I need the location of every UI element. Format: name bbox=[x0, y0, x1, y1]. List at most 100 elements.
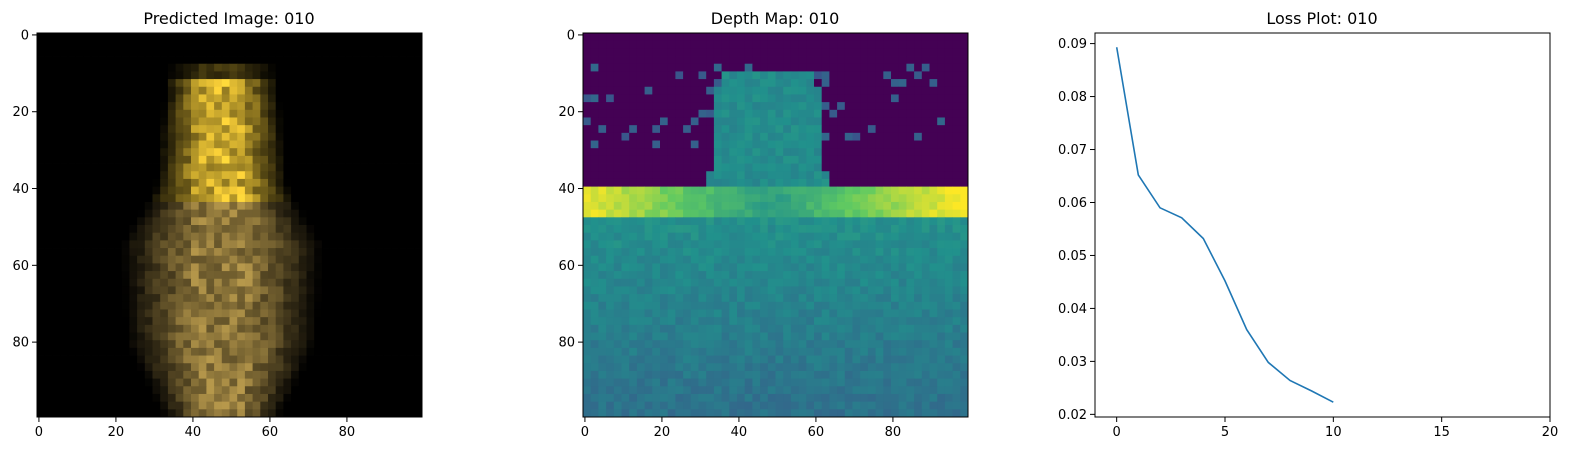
pixel bbox=[129, 263, 138, 272]
pixel bbox=[129, 186, 138, 195]
pixel bbox=[613, 201, 622, 211]
pixel bbox=[90, 217, 99, 226]
pixel bbox=[798, 178, 807, 187]
pixel bbox=[760, 48, 769, 57]
pixel bbox=[729, 94, 738, 103]
pixel bbox=[944, 155, 953, 164]
pixel bbox=[729, 301, 738, 310]
pixel bbox=[345, 125, 354, 134]
pixel bbox=[891, 209, 900, 218]
pixel bbox=[321, 248, 330, 257]
pixel bbox=[906, 194, 915, 203]
pixel bbox=[221, 56, 230, 65]
pixel bbox=[129, 71, 138, 80]
pixel bbox=[414, 378, 423, 387]
pixel bbox=[698, 294, 707, 303]
pixel bbox=[875, 248, 884, 257]
pixel bbox=[790, 347, 799, 356]
pixel bbox=[375, 186, 384, 195]
pixel bbox=[891, 109, 900, 118]
pixel bbox=[752, 271, 761, 280]
pixel bbox=[644, 340, 653, 349]
pixel bbox=[629, 317, 638, 326]
pixel bbox=[814, 194, 823, 203]
pixel bbox=[798, 263, 807, 272]
pixel bbox=[337, 194, 346, 203]
pixel bbox=[44, 186, 53, 195]
pixel bbox=[329, 117, 338, 126]
pixel bbox=[283, 232, 292, 241]
pixel bbox=[106, 109, 115, 118]
pixel bbox=[83, 86, 92, 95]
pixel bbox=[183, 225, 192, 234]
pixel bbox=[760, 140, 769, 149]
pixel bbox=[944, 48, 953, 57]
pixel bbox=[590, 370, 599, 379]
pixel bbox=[114, 363, 123, 372]
pixel bbox=[837, 163, 846, 172]
pixel bbox=[790, 201, 799, 211]
pixel bbox=[744, 40, 753, 49]
pixel bbox=[260, 378, 269, 387]
pixel bbox=[352, 409, 361, 418]
pixel bbox=[652, 225, 661, 234]
pixel bbox=[375, 332, 384, 341]
pixel bbox=[175, 178, 184, 187]
pixel bbox=[275, 48, 284, 57]
pixel bbox=[275, 370, 284, 379]
pixel bbox=[298, 148, 307, 157]
pixel bbox=[391, 370, 400, 379]
pixel bbox=[814, 309, 823, 318]
pixel bbox=[221, 363, 230, 372]
pixel bbox=[206, 393, 215, 403]
pixel bbox=[114, 109, 123, 118]
pixel bbox=[729, 163, 738, 172]
pixel bbox=[775, 286, 784, 295]
pixel bbox=[629, 109, 638, 118]
pixel bbox=[37, 132, 46, 141]
pixel bbox=[798, 355, 807, 364]
pixel bbox=[383, 209, 392, 218]
pixel bbox=[191, 71, 200, 80]
pixel bbox=[698, 117, 707, 126]
pixel bbox=[83, 79, 92, 88]
pixel bbox=[860, 125, 869, 134]
pixel bbox=[44, 125, 53, 134]
pixel bbox=[806, 163, 815, 172]
pixel bbox=[767, 109, 776, 118]
pixel bbox=[821, 63, 830, 72]
pixel bbox=[321, 309, 330, 318]
pixel bbox=[175, 347, 184, 356]
pixel bbox=[783, 94, 792, 103]
pixel bbox=[960, 56, 969, 65]
pixel bbox=[844, 347, 853, 356]
pixel bbox=[244, 201, 253, 211]
pixel bbox=[606, 355, 615, 364]
pixel bbox=[329, 94, 338, 103]
pixel bbox=[583, 48, 592, 57]
pixel bbox=[252, 125, 261, 134]
pixel bbox=[891, 286, 900, 295]
pixel bbox=[167, 301, 176, 310]
pixel bbox=[298, 271, 307, 280]
pixel bbox=[183, 340, 192, 349]
pixel bbox=[790, 301, 799, 310]
pixel bbox=[283, 294, 292, 303]
pixel bbox=[67, 148, 76, 157]
pixel bbox=[90, 194, 99, 203]
pixel bbox=[291, 209, 300, 218]
pixel bbox=[44, 370, 53, 379]
pixel bbox=[660, 271, 669, 280]
pixel bbox=[629, 286, 638, 295]
pixel bbox=[636, 409, 645, 418]
pixel bbox=[368, 209, 377, 218]
pixel bbox=[629, 209, 638, 218]
pixel bbox=[83, 225, 92, 234]
pixel bbox=[852, 294, 861, 303]
pixel bbox=[237, 63, 246, 72]
pixel bbox=[175, 225, 184, 234]
pixel bbox=[798, 132, 807, 141]
pixel bbox=[891, 240, 900, 249]
pixel bbox=[921, 125, 930, 134]
pixel bbox=[44, 271, 53, 280]
